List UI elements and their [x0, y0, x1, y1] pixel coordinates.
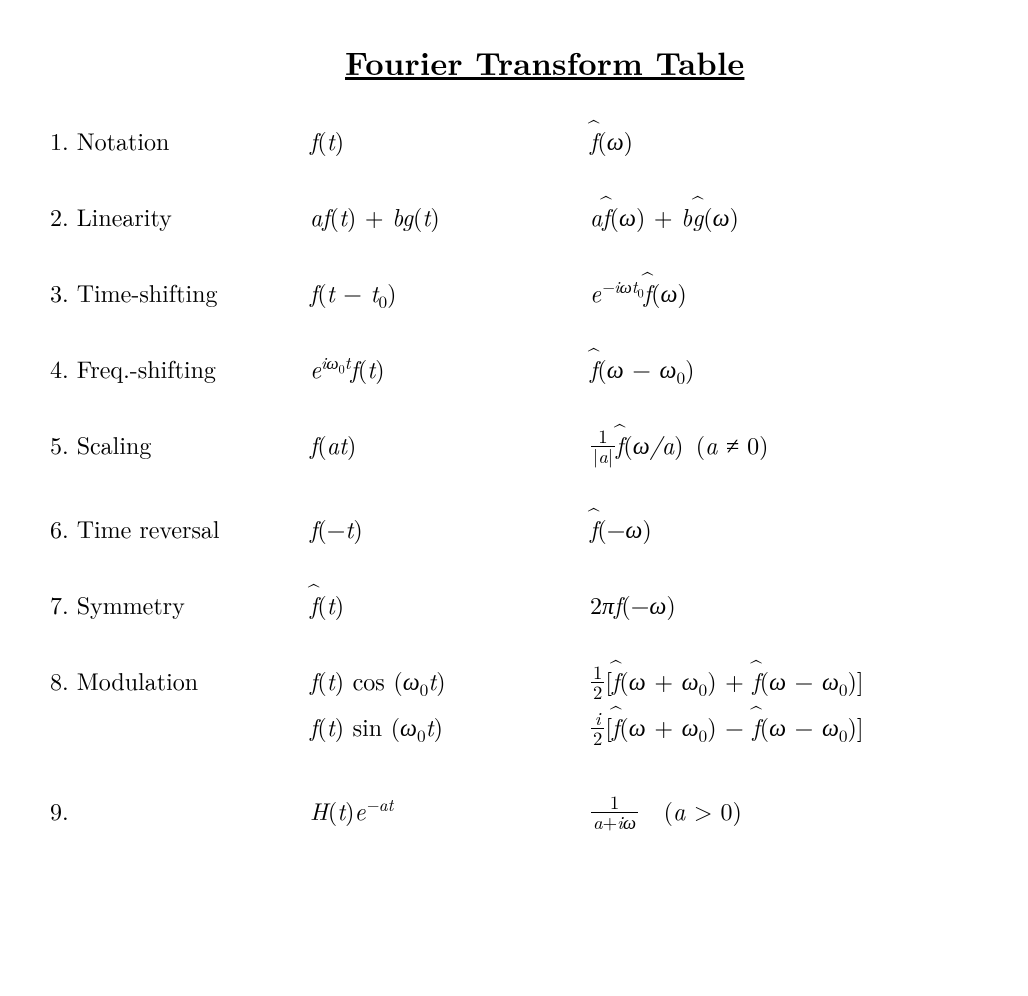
- table-row: 4. Freq.-shifting eiω0tf(t) f(ω − ω0): [50, 351, 978, 385]
- row-number: 2.: [50, 199, 69, 233]
- row-name: Freq.-shifting: [77, 351, 216, 385]
- row-name: Symmetry: [77, 587, 185, 621]
- row-number: 8.: [50, 663, 69, 697]
- time-domain: f(−t): [310, 511, 590, 545]
- row-label: 9.: [50, 793, 310, 827]
- freq-domain: 12[f(ω + ω0) + f(ω − ω0)]: [590, 663, 978, 705]
- freq-domain: f(−ω): [590, 511, 978, 545]
- row-name: Modulation: [77, 663, 198, 697]
- time-domain: H(t)e−at: [310, 793, 590, 827]
- freq-domain: f(ω − ω0): [590, 351, 978, 385]
- table-row: 6. Time reversal f(−t) f(−ω): [50, 511, 978, 545]
- row-label: 1. Notation: [50, 123, 310, 157]
- row-number: 4.: [50, 351, 69, 385]
- freq-domain: i2[f(ω + ω0) − f(ω − ω0)]: [590, 709, 978, 751]
- table-row: 8. Modulation f(t) cos (ω0t) 12[f(ω + ω0…: [50, 663, 978, 705]
- time-domain: af(t) + bg(t): [310, 199, 590, 233]
- row-number: 5.: [50, 427, 69, 461]
- row-number: 7.: [50, 587, 69, 621]
- row-number: 3.: [50, 275, 69, 309]
- time-domain: f(at): [310, 427, 590, 461]
- time-domain: f(t − t0): [310, 275, 590, 309]
- freq-domain: 1a+iω (a > 0): [590, 793, 978, 835]
- table-row: 7. Symmetry f(t) 2πf(−ω): [50, 587, 978, 621]
- row-label: 2. Linearity: [50, 199, 310, 233]
- row-number: 1.: [50, 123, 69, 157]
- row-label: 7. Symmetry: [50, 587, 310, 621]
- freq-domain: 2πf(−ω): [590, 587, 978, 621]
- row-name: Time-shifting: [77, 275, 218, 309]
- row-name: Linearity: [77, 199, 172, 233]
- freq-domain: e−iωt0f(ω): [590, 275, 978, 309]
- row-name: Scaling: [77, 427, 152, 461]
- row-number: 6.: [50, 511, 69, 545]
- row-name: Time reversal: [77, 511, 220, 545]
- page-title: Fourier Transform Table: [345, 40, 978, 85]
- time-domain: eiω0tf(t): [310, 351, 590, 385]
- row-label: 8. Modulation: [50, 663, 310, 697]
- table-row: f(t) sin (ω0t) i2[f(ω + ω0) − f(ω − ω0)]: [50, 709, 978, 751]
- freq-domain: f(ω): [590, 123, 978, 157]
- row-label: 3. Time-shifting: [50, 275, 310, 309]
- table-row: 1. Notation f(t) f(ω): [50, 123, 978, 157]
- time-domain: f(t) cos (ω0t): [310, 663, 590, 697]
- table-row: 9. H(t)e−at 1a+iω (a > 0): [50, 793, 978, 835]
- page: Fourier Transform Table 1. Notation f(t)…: [0, 0, 1028, 917]
- freq-domain: 1|a|f(ω/a) (a ≠ 0): [590, 427, 978, 469]
- row-name: Notation: [77, 123, 170, 157]
- table-row: 2. Linearity af(t) + bg(t) af(ω) + bg(ω): [50, 199, 978, 233]
- table-row: 3. Time-shifting f(t − t0) e−iωt0f(ω): [50, 275, 978, 309]
- freq-domain: af(ω) + bg(ω): [590, 199, 978, 233]
- time-domain: f(t) sin (ω0t): [310, 709, 590, 743]
- row-label: 5. Scaling: [50, 427, 310, 461]
- row-number: 9.: [50, 793, 69, 827]
- row-label: 4. Freq.-shifting: [50, 351, 310, 385]
- row-label: 6. Time reversal: [50, 511, 310, 545]
- time-domain: f(t): [310, 587, 590, 621]
- table-row: 5. Scaling f(at) 1|a|f(ω/a) (a ≠ 0): [50, 427, 978, 469]
- time-domain: f(t): [310, 123, 590, 157]
